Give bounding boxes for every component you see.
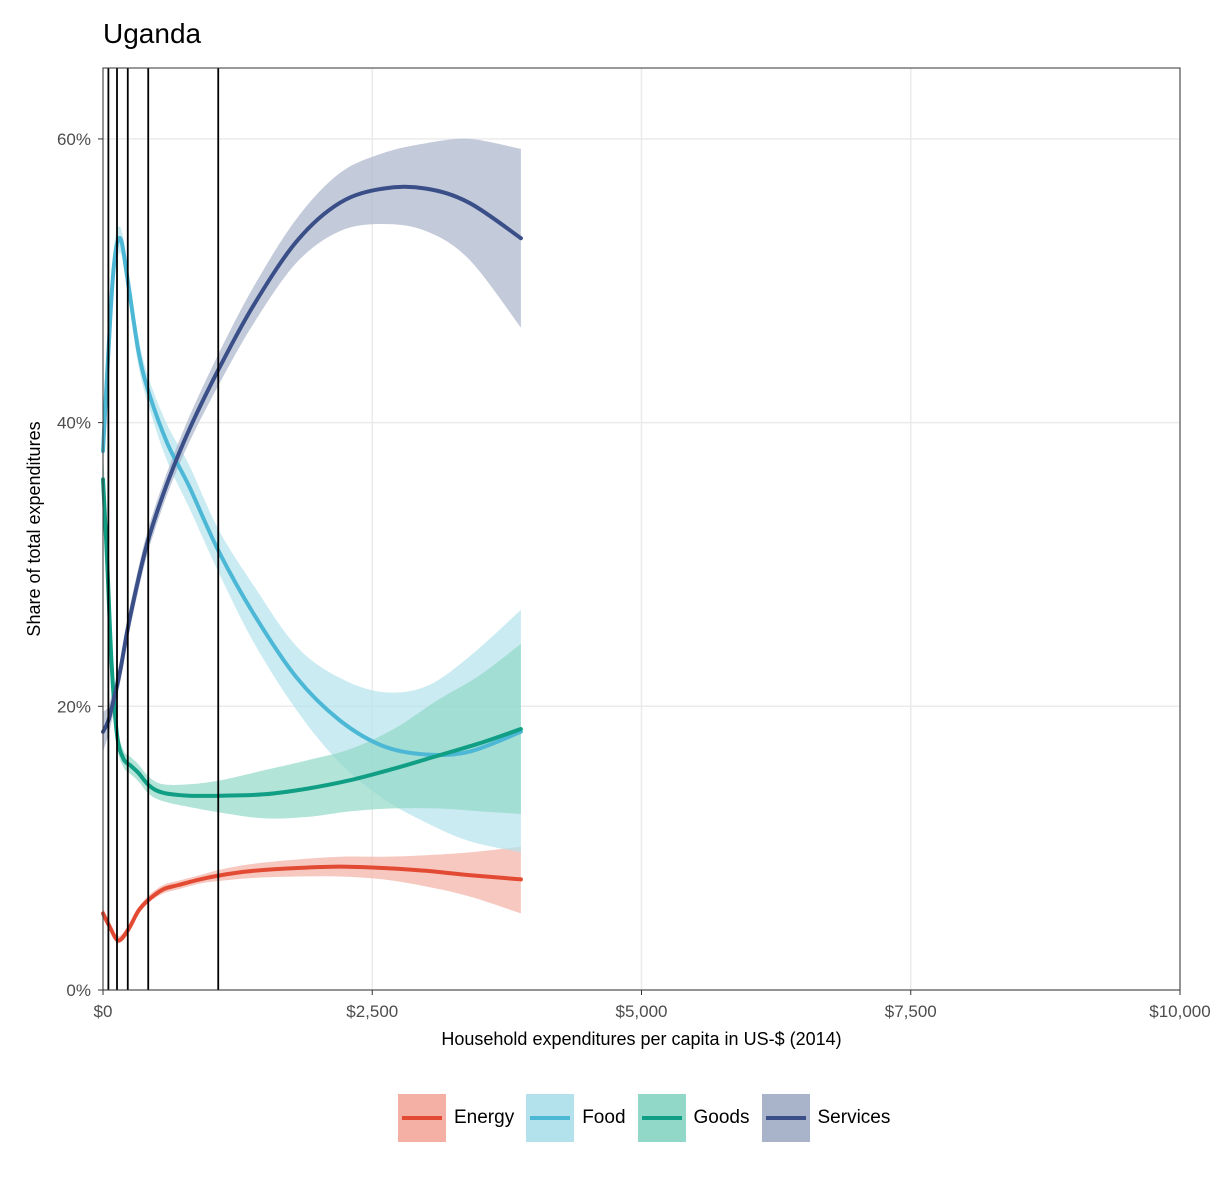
legend-key-food	[526, 1094, 575, 1142]
goods-confidence-band	[103, 451, 521, 819]
y-tick-label: 0%	[66, 981, 91, 1000]
legend-item-services: Services	[761, 1094, 891, 1142]
x-tick-label: $5,000	[616, 1002, 668, 1021]
axis-ticks: $0 $2,500 $5,000 $7,500 $10,000 0% 20% 40% 60%	[57, 130, 1211, 1021]
legend-item-energy: Energy	[398, 1094, 514, 1142]
legend-item-goods: Goods	[637, 1094, 750, 1142]
legend-item-food: Food	[526, 1094, 626, 1142]
legend: Energy Food Goods Services	[398, 1094, 902, 1142]
x-tick-label: $7,500	[885, 1002, 937, 1021]
goods-line	[101, 477, 523, 798]
services-confidence-band	[103, 138, 521, 752]
legend-key-goods	[637, 1094, 686, 1142]
x-tick-label: $2,500	[346, 1002, 398, 1021]
food-line	[101, 235, 523, 758]
legend-key-line	[641, 1116, 682, 1120]
energy-line	[101, 864, 523, 943]
legend-key-energy	[398, 1094, 446, 1142]
legend-label: Services	[817, 1107, 891, 1128]
services-line	[101, 184, 523, 734]
confidence-bands	[103, 138, 521, 944]
y-tick-label: 40%	[57, 414, 91, 433]
chart-title: Uganda	[103, 18, 202, 49]
legend-key-line	[765, 1116, 806, 1120]
grid-layer	[102, 68, 1181, 991]
legend-label: Food	[582, 1107, 626, 1128]
energy-confidence-band	[103, 846, 521, 944]
y-tick-label: 60%	[57, 130, 91, 149]
legend-label: Energy	[454, 1107, 515, 1128]
x-tick-label: $0	[94, 1002, 113, 1021]
series-lines	[101, 184, 523, 943]
x-axis-title: Household expenditures per capita in US-…	[441, 1029, 841, 1049]
legend-key-line	[402, 1116, 442, 1120]
food-confidence-band	[103, 226, 521, 853]
legend-label: Goods	[693, 1107, 750, 1128]
legend-key-line	[530, 1116, 571, 1120]
y-tick-label: 20%	[57, 697, 91, 716]
legend-key-services	[761, 1094, 810, 1142]
x-tick-label: $10,000	[1149, 1002, 1210, 1021]
vertical-reference-lines	[107, 68, 220, 990]
y-axis-title: Share of total expenditures	[24, 421, 44, 636]
